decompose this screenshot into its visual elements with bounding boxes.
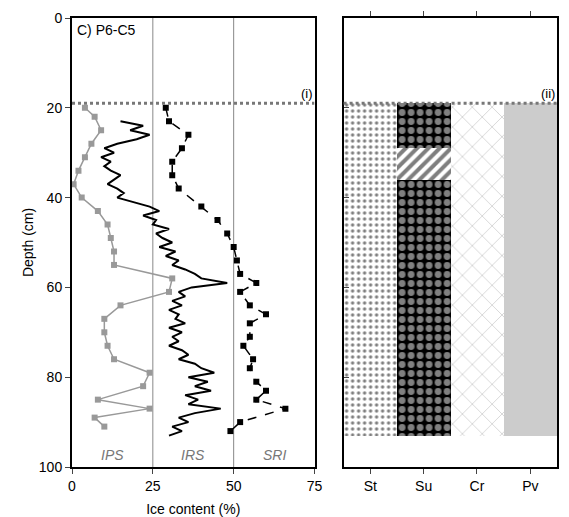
svg-text:C) P6-C5: C) P6-C5: [77, 22, 136, 38]
svg-text:(i): (i): [301, 86, 313, 101]
svg-text:40: 40: [47, 190, 63, 206]
svg-text:20: 20: [47, 100, 63, 116]
svg-text:IPS: IPS: [101, 447, 124, 463]
svg-text:80: 80: [47, 369, 63, 385]
svg-text:IRS: IRS: [181, 447, 205, 463]
svg-text:75: 75: [307, 478, 323, 494]
svg-text:0: 0: [68, 478, 76, 494]
svg-text:Ice content (%): Ice content (%): [146, 501, 240, 517]
svg-text:60: 60: [47, 279, 63, 295]
svg-text:0: 0: [54, 10, 62, 26]
svg-text:Su: Su: [415, 478, 432, 494]
svg-text:Cr: Cr: [470, 478, 485, 494]
svg-text:SRI: SRI: [263, 447, 286, 463]
svg-text:25: 25: [145, 478, 161, 494]
svg-text:Pv: Pv: [522, 478, 538, 494]
svg-text:Depth (cm): Depth (cm): [20, 208, 36, 277]
svg-text:St: St: [364, 478, 377, 494]
svg-text:100: 100: [39, 459, 63, 475]
svg-text:50: 50: [226, 478, 242, 494]
svg-text:(ii): (ii): [541, 86, 555, 101]
